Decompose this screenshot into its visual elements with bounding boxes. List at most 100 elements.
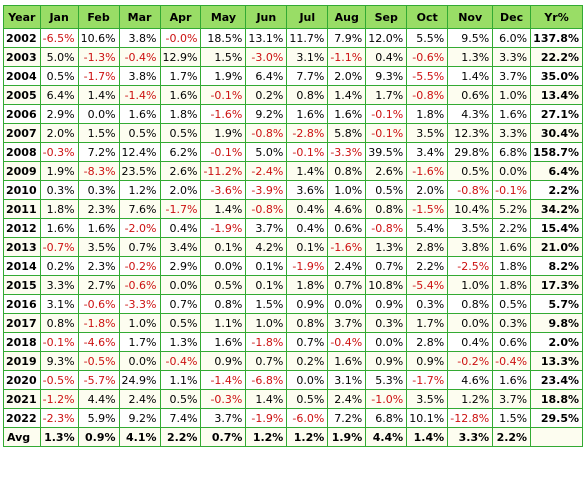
month-return-cell: -5.4% [406, 275, 449, 295]
month-return-cell: 0.6% [447, 85, 494, 105]
month-return-cell: 1.5% [492, 408, 532, 428]
month-return-cell: 3.7% [492, 389, 532, 409]
month-return-cell: 0.0% [447, 313, 494, 333]
month-return-cell: 7.6% [118, 199, 161, 219]
month-return-cell: 1.4% [327, 85, 367, 105]
month-return-cell: -2.5% [447, 256, 494, 276]
month-return-cell: -3.3% [118, 294, 161, 314]
month-return-cell: 6.2% [159, 142, 202, 162]
month-return-cell: 2.0% [159, 180, 202, 200]
month-return-cell: 0.0% [492, 161, 532, 181]
month-return-cell: 6.4% [245, 66, 288, 86]
month-return-cell: 6.8% [365, 408, 408, 428]
month-return-cell: 0.5% [118, 123, 161, 143]
month-return-cell: 9.2% [118, 408, 161, 428]
month-return-cell: -3.3% [327, 142, 367, 162]
month-return-cell: -1.7% [406, 370, 449, 390]
month-return-cell: 7.2% [327, 408, 367, 428]
month-return-cell: 1.8% [406, 104, 449, 124]
year-cell: 2006 [3, 104, 41, 124]
month-return-cell: 0.5% [159, 313, 202, 333]
month-return-cell: 7.9% [327, 28, 367, 48]
month-return-cell: 1.4% [286, 161, 329, 181]
month-return-cell: 0.1% [200, 237, 247, 257]
month-return-cell: 0.0% [159, 275, 202, 295]
month-return-cell: 12.3% [447, 123, 494, 143]
month-return-cell: 1.0% [447, 275, 494, 295]
year-cell: 2014 [3, 256, 41, 276]
year-cell: 2022 [3, 408, 41, 428]
year-cell: 2007 [3, 123, 41, 143]
column-header-apr: Apr [159, 5, 202, 29]
column-header-jan: Jan [39, 5, 79, 29]
month-return-cell: 1.8% [492, 275, 532, 295]
month-return-cell: 1.3% [365, 237, 408, 257]
month-return-cell: -3.0% [245, 47, 288, 67]
month-return-cell: 10.4% [447, 199, 494, 219]
month-return-cell: 1.0% [327, 180, 367, 200]
month-return-cell: 3.7% [492, 66, 532, 86]
month-return-cell: 0.2% [286, 351, 329, 371]
table-row: 2021 -1.2% 4.4% 2.4% 0.5% -0.3% 1.4% 0.5% 2.4% -1… [3, 389, 583, 409]
month-return-cell: -1.8% [77, 313, 120, 333]
month-return-cell: 0.8% [327, 161, 367, 181]
month-return-cell: -1.2% [39, 389, 79, 409]
month-return-cell: 3.3% [492, 47, 532, 67]
month-return-cell: -2.3% [39, 408, 79, 428]
month-return-cell: -5.5% [406, 66, 449, 86]
month-return-cell: 0.8% [286, 313, 329, 333]
month-return-cell: 0.4% [286, 199, 329, 219]
month-return-cell: 2.3% [77, 199, 120, 219]
column-header-yrpct: Yr% [530, 5, 583, 29]
month-return-cell: 1.8% [159, 104, 202, 124]
month-return-cell: 1.2% [118, 180, 161, 200]
month-return-cell: 3.4% [406, 142, 449, 162]
month-return-cell: -4.6% [77, 332, 120, 352]
year-cell: 2013 [3, 237, 41, 257]
month-return-cell: 3.1% [286, 47, 329, 67]
month-return-cell: 1.9% [200, 123, 247, 143]
month-return-cell: 0.7% [245, 351, 288, 371]
month-return-cell: 5.9% [77, 408, 120, 428]
year-total-cell: 18.8% [530, 389, 583, 409]
month-return-cell: -0.4% [327, 332, 367, 352]
month-return-cell: 0.3% [406, 294, 449, 314]
year-cell: 2012 [3, 218, 41, 238]
month-return-cell: 1.4% [200, 199, 247, 219]
year-total-cell: 158.7% [530, 142, 583, 162]
month-return-cell: 1.3% [159, 332, 202, 352]
month-return-cell: 3.5% [447, 218, 494, 238]
average-month-cell: 2.2% [159, 427, 202, 447]
month-return-cell: -0.1% [365, 104, 408, 124]
month-return-cell: 1.9% [39, 161, 79, 181]
month-return-cell: 7.4% [159, 408, 202, 428]
month-return-cell: 3.8% [118, 66, 161, 86]
month-return-cell: 1.6% [118, 104, 161, 124]
month-return-cell: -6.0% [286, 408, 329, 428]
month-return-cell: 1.6% [286, 104, 329, 124]
month-return-cell: -0.1% [39, 332, 79, 352]
average-month-cell: 1.4% [406, 427, 449, 447]
average-month-cell: 1.2% [245, 427, 288, 447]
month-return-cell: -1.7% [159, 199, 202, 219]
month-return-cell: 1.6% [492, 237, 532, 257]
year-total-cell: 6.4% [530, 161, 583, 181]
average-month-cell: 1.9% [327, 427, 367, 447]
month-return-cell: 0.7% [118, 237, 161, 257]
month-return-cell: 5.4% [406, 218, 449, 238]
year-total-cell: 15.4% [530, 218, 583, 238]
table-row: 2005 6.4% 1.4% -1.4% 1.6% -0.1% 0.2% 0.8% 1.4% 1.… [3, 85, 583, 105]
header-row: Year Jan Feb Mar Apr May Jun Jul Aug Sep Oct Nov Dec… [3, 5, 583, 29]
month-return-cell: 0.8% [447, 294, 494, 314]
year-total-cell: 9.8% [530, 313, 583, 333]
table-row: 2004 0.5% -1.7% 3.8% 1.7% 1.9% 6.4% 7.7% 2.0% 9.3… [3, 66, 583, 86]
average-total-cell [530, 427, 583, 447]
table-row: 2010 0.3% 0.3% 1.2% 2.0% -3.6% -3.9% 3.6% 1.0% 0.… [3, 180, 583, 200]
month-return-cell: 29.8% [447, 142, 494, 162]
month-return-cell: 1.4% [447, 66, 494, 86]
month-return-cell: 0.5% [286, 389, 329, 409]
year-total-cell: 35.0% [530, 66, 583, 86]
column-header-mar: Mar [118, 5, 161, 29]
month-return-cell: 0.9% [365, 351, 408, 371]
average-month-cell: 2.2% [492, 427, 532, 447]
